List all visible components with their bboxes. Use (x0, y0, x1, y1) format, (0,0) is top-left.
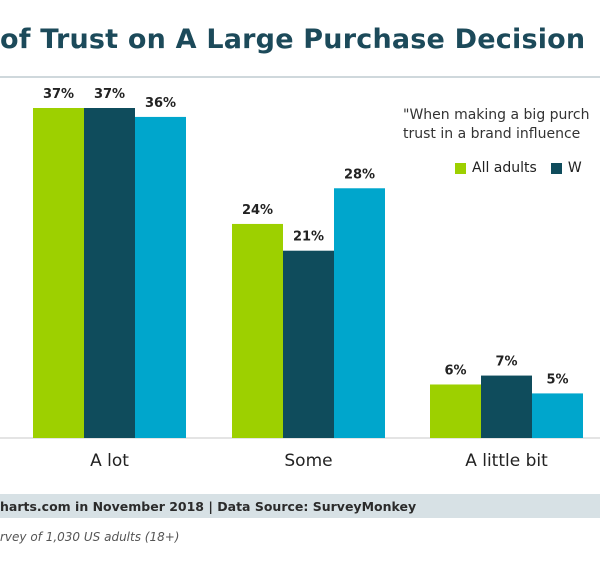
legend-swatch-w (550, 162, 562, 174)
legend-label-w: W (567, 160, 582, 176)
bar-a-little-bit-series-1 (430, 384, 481, 438)
bar-a-lot-series-2 (84, 108, 135, 438)
survey-question: "When making a big purch trust in a bran… (403, 106, 589, 144)
category-label: A little bit (465, 451, 548, 471)
data-label: 21% (293, 230, 324, 245)
category-label: Some (284, 451, 332, 471)
bar-a-lot-series-3 (135, 116, 186, 438)
bar-some-series-1 (232, 223, 283, 438)
title-divider (0, 76, 600, 78)
data-label: 5% (546, 372, 568, 387)
chart-title: of Trust on A Large Purchase Decision (0, 24, 586, 55)
footer-credit: harts.com in November 2018 | Data Source… (0, 499, 417, 514)
bar-some-series-2 (283, 250, 334, 438)
legend-item-w: W (550, 160, 582, 176)
bar-a-little-bit-series-2 (481, 375, 532, 438)
footer-bar (0, 494, 600, 518)
footer-note: rvey of 1,030 US adults (18+) (0, 530, 180, 544)
bar-a-lot-series-1 (33, 108, 84, 438)
data-label: 37% (43, 87, 74, 102)
data-label: 6% (444, 363, 466, 378)
legend-swatch-all-adults (455, 162, 466, 174)
legend-item-all-adults: All adults (455, 160, 537, 176)
survey-question-line-2: trust in a brand influence (403, 126, 581, 142)
bar-a-little-bit-series-3 (532, 393, 583, 438)
data-label: 7% (495, 355, 517, 370)
bar-some-series-3 (334, 188, 385, 438)
data-label: 24% (242, 203, 273, 218)
legend-label-all-adults: All adults (472, 160, 537, 176)
survey-question-line-1: "When making a big purch (403, 107, 590, 123)
category-label: A lot (90, 451, 129, 471)
data-label: 28% (344, 167, 375, 182)
data-label: 37% (94, 87, 125, 102)
data-label: 36% (145, 96, 176, 111)
bar-chart: 37% 37% 36% A lot 24% 21% 28% Some 6% 7% 5% A littl… (0, 87, 600, 471)
chart-legend: All adults W (455, 160, 582, 176)
